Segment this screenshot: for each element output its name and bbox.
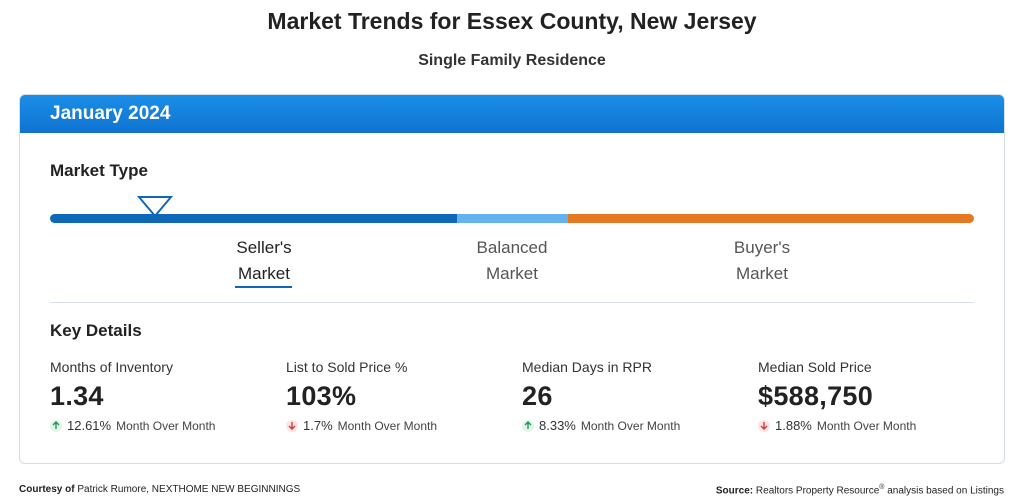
market-type-title: Market Type <box>50 161 148 180</box>
market-trends-card: January 2024 Market Type Seller's Market… <box>19 94 1005 464</box>
buyer-segment <box>568 214 974 223</box>
source-label: Source: <box>715 485 754 497</box>
source-footer: Source: Realtors Property Resource® anal… <box>716 484 1004 496</box>
arrow-down-icon <box>758 419 770 432</box>
metric-value: 103% <box>286 381 357 411</box>
arrow-up-icon <box>50 419 62 432</box>
key-details-title: Key Details <box>50 321 142 340</box>
metric-median-sold-price: Median Sold Price $588,750 1.88% Month O… <box>758 359 988 433</box>
metric-change: 8.33% Month Over Month <box>522 418 752 433</box>
metric-label: Months of Inventory <box>50 359 173 375</box>
metric-median-days-in-rpr: Median Days in RPR 26 8.33% Month Over M… <box>522 359 752 433</box>
change-period: Month Over Month <box>337 418 438 433</box>
change-percent: 8.33% <box>539 418 576 433</box>
source-text: Realtors Property Resource <box>755 485 880 497</box>
section-divider <box>50 302 974 303</box>
metric-list-to-sold-price: List to Sold Price % 103% 1.7% Month Ove… <box>286 359 516 433</box>
metric-months-of-inventory: Months of Inventory 1.34 12.61% Month Ov… <box>50 359 280 433</box>
buyers-market-label: Buyer's Market <box>733 238 791 283</box>
market-indicator-icon <box>137 196 173 218</box>
registered-mark: ® <box>879 484 885 491</box>
seller-segment <box>50 214 457 223</box>
change-period: Month Over Month <box>116 418 216 433</box>
active-market-underline <box>235 286 292 288</box>
metric-label: List to Sold Price % <box>286 359 408 375</box>
card-header: January 2024 <box>20 95 1004 133</box>
metric-label: Median Sold Price <box>758 359 872 375</box>
change-percent: 1.88% <box>775 418 812 433</box>
source-text-end: analysis based on Listings <box>887 485 1004 497</box>
market-scale <box>50 214 974 223</box>
change-period: Month Over Month <box>580 418 681 433</box>
courtesy-footer: Courtesy of Patrick Rumore, NEXTHOME NEW… <box>19 484 300 495</box>
arrow-up-icon <box>522 419 534 432</box>
metric-value: 26 <box>522 381 553 411</box>
metric-change: 1.7% Month Over Month <box>286 418 516 433</box>
courtesy-label: Courtesy of <box>19 484 75 495</box>
balanced-segment <box>457 214 568 223</box>
page-title: Market Trends for Essex County, New Jers… <box>267 8 757 34</box>
arrow-down-icon <box>286 419 298 432</box>
metric-change: 12.61% Month Over Month <box>50 418 280 433</box>
courtesy-text: Patrick Rumore, NEXTHOME NEW BEGINNINGS <box>77 484 301 495</box>
change-percent: 12.61% <box>67 418 112 433</box>
metric-label: Median Days in RPR <box>522 359 652 375</box>
period-label: January 2024 <box>50 103 171 124</box>
metric-value: $588,750 <box>758 381 874 411</box>
metric-value: 1.34 <box>50 381 104 411</box>
page-subtitle: Single Family Residence <box>418 52 606 69</box>
change-period: Month Over Month <box>816 418 917 433</box>
sellers-market-label: Seller's Market <box>236 238 292 283</box>
change-percent: 1.7% <box>303 418 333 433</box>
metric-change: 1.88% Month Over Month <box>758 418 988 433</box>
balanced-market-label: Balanced Market <box>476 238 548 283</box>
